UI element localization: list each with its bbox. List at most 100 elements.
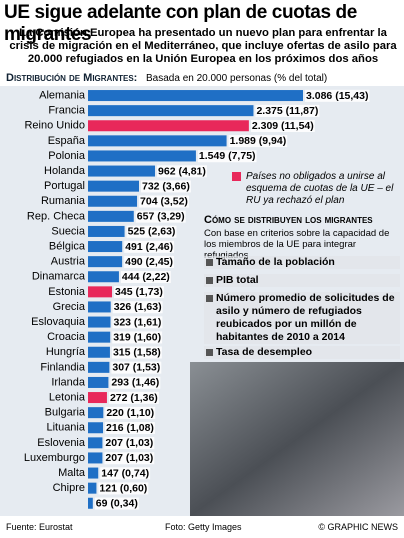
value-label-bg — [197, 150, 257, 163]
photo — [190, 362, 404, 516]
bar — [88, 286, 113, 298]
value-label-bg — [111, 346, 162, 359]
bar — [88, 361, 110, 373]
value-label-bg — [112, 316, 163, 329]
bar — [88, 376, 109, 388]
value-label-bg — [105, 406, 156, 419]
panel-item: Número promedio de solicitudes de asilo … — [204, 292, 400, 344]
category-label: Hungría — [46, 346, 86, 358]
value-label: 2.375 (11,87) — [256, 105, 318, 117]
value-label: 962 (4,81) — [158, 165, 206, 177]
value-label: 490 (2,45) — [125, 256, 173, 268]
source: Fuente: Eurostat — [6, 522, 73, 532]
value-label-bg — [126, 225, 177, 238]
value-label-bg — [157, 165, 207, 178]
category-label: Luxemburgo — [24, 452, 85, 464]
value-label-bg — [140, 180, 191, 193]
value-label: 315 (1,58) — [113, 347, 161, 359]
value-label-bg — [98, 482, 149, 495]
category-label: Bélgica — [49, 240, 86, 252]
value-label: 272 (1,36) — [110, 392, 158, 404]
value-label: 1.989 (9,94) — [230, 135, 287, 147]
value-label: 69 (0,34) — [96, 498, 138, 510]
category-label: Eslovaquia — [31, 316, 86, 328]
bar — [88, 422, 104, 434]
photo-credit: Foto: Getty Images — [165, 522, 242, 532]
value-label: 345 (1,73) — [115, 286, 163, 298]
bar — [88, 392, 107, 404]
value-label: 293 (1,46) — [111, 377, 159, 389]
category-label: Lituania — [46, 422, 85, 434]
title: UE sigue adelante con plan de cuotas de … — [4, 2, 357, 45]
category-label: Finlandia — [40, 361, 86, 373]
legend-text: Países no obligados a unirse al esquema … — [246, 171, 394, 206]
value-label: 319 (1,60) — [113, 331, 161, 343]
panel-item: Tasa de desempleo — [204, 346, 400, 359]
value-label-bg — [255, 104, 320, 117]
bar — [88, 195, 138, 207]
bar — [88, 437, 103, 449]
bar — [88, 331, 111, 343]
category-label: Croacia — [47, 331, 86, 343]
category-label: Francia — [48, 105, 86, 117]
value-label: 491 (2,46) — [125, 241, 173, 253]
chart-title: Distribución de Migrantes: — [6, 72, 138, 84]
category-label: Irlanda — [51, 376, 86, 388]
bar — [88, 301, 111, 313]
category-label: Rep. Checa — [27, 210, 86, 222]
category-label: Bulgaria — [45, 407, 86, 419]
category-label: Holanda — [44, 165, 86, 177]
bar — [88, 90, 303, 102]
value-label: 307 (1,53) — [112, 362, 160, 374]
value-label-bg — [228, 135, 288, 148]
value-label-bg — [105, 422, 155, 435]
bar — [88, 241, 123, 253]
value-label: 147 (0,74) — [101, 467, 149, 479]
subtitle: La Comisión Europea ha presentado un nue… — [9, 27, 397, 65]
value-label: 323 (1,61) — [114, 316, 162, 328]
category-label: Suecia — [51, 225, 86, 237]
panel-title: Cómo se distribuyen los migrantes — [204, 214, 373, 226]
bar — [88, 135, 227, 147]
category-label: Estonia — [48, 286, 86, 298]
bar — [88, 346, 110, 358]
value-label: 732 (3,66) — [142, 180, 190, 192]
chart-subtitle: Basada en 20.000 personas (% del total) — [146, 73, 328, 84]
value-label-bg — [114, 286, 164, 299]
bar — [88, 225, 125, 237]
bar — [88, 407, 104, 419]
value-label: 326 (1,63) — [114, 301, 162, 313]
credit: © GRAPHIC NEWS — [318, 522, 398, 532]
bar — [88, 452, 103, 464]
value-label: 2.309 (11,54) — [252, 120, 314, 132]
value-label-bg — [108, 391, 159, 404]
category-label: Dinamarca — [32, 271, 86, 283]
value-label: 220 (1,10) — [106, 407, 154, 419]
value-label-bg — [124, 240, 175, 253]
bar — [88, 165, 156, 177]
value-label-bg — [124, 255, 175, 268]
value-label: 704 (3,52) — [140, 196, 188, 208]
value-label-bg — [112, 331, 163, 344]
value-label-bg — [110, 376, 161, 389]
category-label: Grecia — [53, 301, 86, 313]
value-label-bg — [94, 497, 139, 510]
value-label-bg — [111, 361, 162, 374]
value-label: 207 (1,03) — [105, 452, 153, 464]
category-label: Rumania — [41, 195, 86, 207]
bar — [88, 482, 97, 494]
category-label: Alemania — [39, 89, 86, 101]
value-label: 525 (2,63) — [128, 226, 176, 238]
value-label-bg — [120, 271, 171, 284]
bar — [88, 120, 249, 132]
bar — [88, 271, 119, 283]
category-label: Chipre — [53, 482, 85, 494]
value-label-bg — [250, 120, 315, 133]
category-label: Letonia — [49, 391, 86, 403]
value-label: 657 (3,29) — [137, 211, 185, 223]
category-label: Eslovenia — [37, 437, 86, 449]
category-label: Polonia — [48, 150, 86, 162]
bar — [88, 467, 99, 479]
value-label-bg — [139, 195, 189, 208]
